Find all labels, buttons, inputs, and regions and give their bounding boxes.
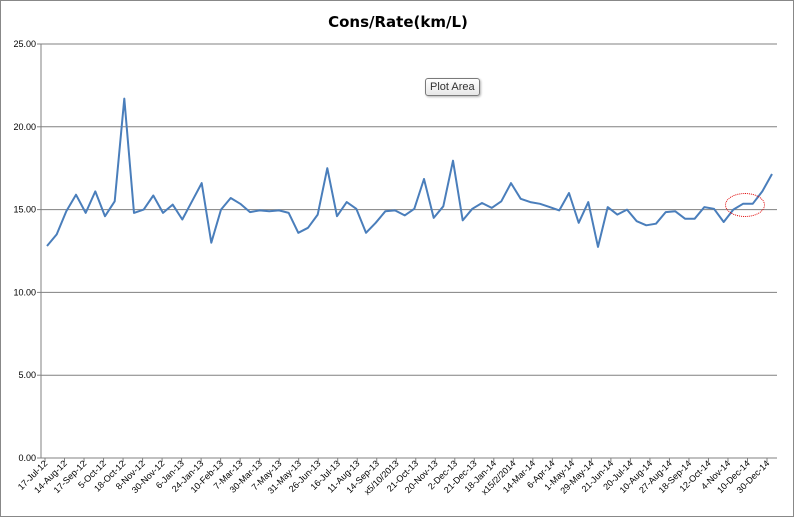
data-point[interactable] xyxy=(72,191,80,199)
data-point[interactable] xyxy=(236,200,244,208)
data-point[interactable] xyxy=(314,211,322,219)
data-point[interactable] xyxy=(111,197,119,205)
data-point[interactable] xyxy=(633,217,641,225)
data-point[interactable] xyxy=(700,203,708,211)
data-point[interactable] xyxy=(420,175,428,183)
data-point[interactable] xyxy=(285,209,293,217)
data-point[interactable] xyxy=(149,192,157,200)
data-point[interactable] xyxy=(178,216,186,224)
data-point[interactable] xyxy=(536,200,544,208)
data-point[interactable] xyxy=(217,206,225,214)
y-tick-label: 15.00 xyxy=(13,205,36,215)
data-point[interactable] xyxy=(526,198,534,206)
data-point[interactable] xyxy=(604,203,612,211)
data-point[interactable] xyxy=(710,205,718,213)
data-point[interactable] xyxy=(720,218,728,226)
y-tick-label: 0.00 xyxy=(18,453,36,463)
data-point[interactable] xyxy=(53,230,61,238)
data-point[interactable] xyxy=(546,203,554,211)
data-point[interactable] xyxy=(256,206,264,214)
data-point[interactable] xyxy=(565,189,573,197)
data-point[interactable] xyxy=(439,202,447,210)
data-point[interactable] xyxy=(652,220,660,228)
data-point[interactable] xyxy=(381,207,389,215)
data-point[interactable] xyxy=(681,215,689,223)
data-point[interactable] xyxy=(343,198,351,206)
data-point[interactable] xyxy=(198,179,206,187)
data-point[interactable] xyxy=(507,179,515,187)
data-point[interactable] xyxy=(265,207,273,215)
data-point[interactable] xyxy=(642,221,650,229)
data-point[interactable] xyxy=(449,157,457,165)
data-point[interactable] xyxy=(91,187,99,195)
data-point[interactable] xyxy=(662,208,670,216)
series-line[interactable] xyxy=(46,97,773,248)
data-point[interactable] xyxy=(584,198,592,206)
data-point[interactable] xyxy=(246,208,254,216)
data-point[interactable] xyxy=(497,197,505,205)
data-point[interactable] xyxy=(120,95,128,103)
data-point[interactable] xyxy=(101,212,109,220)
data-point[interactable] xyxy=(488,204,496,212)
data-point[interactable] xyxy=(362,229,370,237)
data-point[interactable] xyxy=(575,219,583,227)
data-point[interactable] xyxy=(517,195,525,203)
y-tick-label: 5.00 xyxy=(18,370,36,380)
data-point[interactable] xyxy=(352,205,360,213)
y-tick-label: 25.00 xyxy=(13,39,36,49)
data-point[interactable] xyxy=(82,209,90,217)
axes xyxy=(40,44,777,459)
plot-area-tooltip: Plot Area xyxy=(425,78,480,96)
data-point[interactable] xyxy=(333,212,341,220)
data-point[interactable] xyxy=(430,214,438,222)
data-point[interactable] xyxy=(130,209,138,217)
data-point[interactable] xyxy=(555,206,563,214)
data-point[interactable] xyxy=(294,229,302,237)
data-point[interactable] xyxy=(671,207,679,215)
series-layer[interactable] xyxy=(43,95,776,251)
data-point[interactable] xyxy=(691,215,699,223)
y-tick-label: 10.00 xyxy=(13,287,36,297)
data-point[interactable] xyxy=(372,219,380,227)
data-point[interactable] xyxy=(140,206,148,214)
data-point[interactable] xyxy=(401,211,409,219)
data-point[interactable] xyxy=(188,197,196,205)
chart-title: Cons/Rate(km/L) xyxy=(328,13,468,31)
data-point[interactable] xyxy=(613,211,621,219)
data-point[interactable] xyxy=(410,205,418,213)
data-point[interactable] xyxy=(594,243,602,251)
data-point[interactable] xyxy=(275,206,283,214)
data-point[interactable] xyxy=(227,194,235,202)
y-axis-ticks: 0.00 5.00 10.00 15.00 20.00 25.00 xyxy=(13,39,41,463)
y-tick-label: 20.00 xyxy=(13,122,36,132)
data-point[interactable] xyxy=(623,206,631,214)
data-point[interactable] xyxy=(304,224,312,232)
data-point[interactable] xyxy=(159,209,167,217)
gridlines xyxy=(41,43,777,376)
data-point[interactable] xyxy=(459,216,467,224)
data-point[interactable] xyxy=(207,239,215,247)
data-point[interactable] xyxy=(478,199,486,207)
data-point[interactable] xyxy=(468,205,476,213)
data-point[interactable] xyxy=(758,187,766,195)
x-axis-ticks: 17-Jul-1214-Aug-1217-Sep-125-Oct-1218-Oc… xyxy=(16,458,771,497)
data-point[interactable] xyxy=(323,164,331,172)
data-point[interactable] xyxy=(391,206,399,214)
data-point[interactable] xyxy=(768,170,776,178)
data-point[interactable] xyxy=(43,242,51,250)
data-point[interactable] xyxy=(62,207,70,215)
data-point[interactable] xyxy=(169,201,177,209)
highlight-ellipse-annotation xyxy=(725,193,765,217)
